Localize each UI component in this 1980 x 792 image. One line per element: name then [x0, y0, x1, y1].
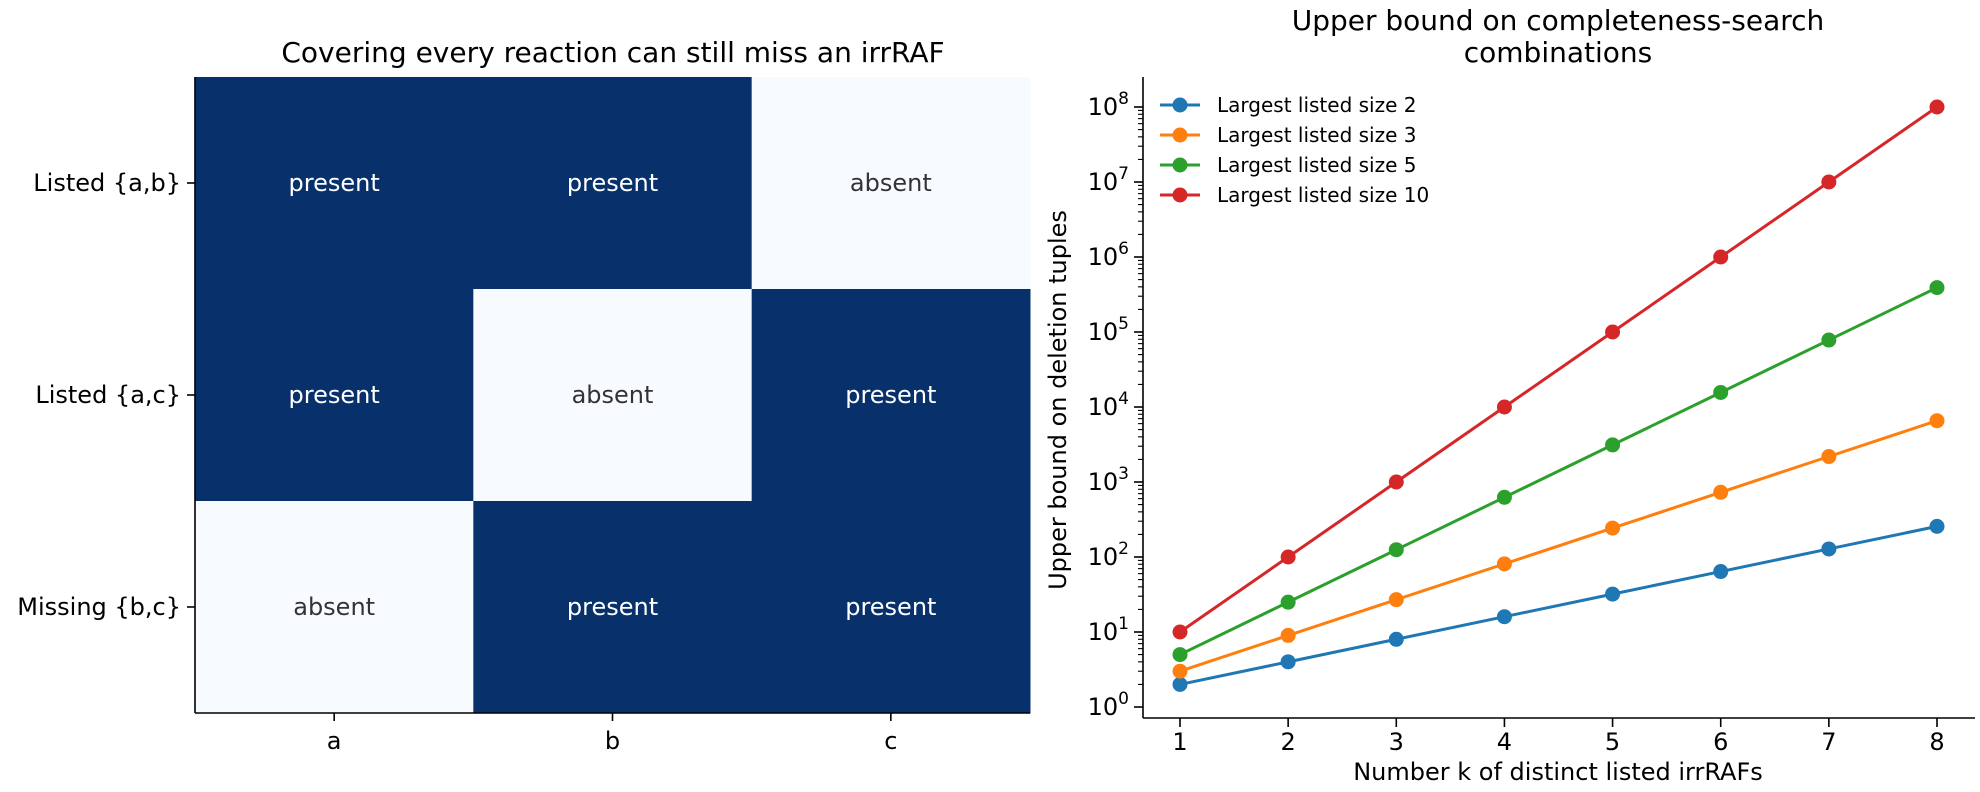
heatmap-column-labels: a b c — [327, 713, 897, 755]
legend-marker — [1172, 187, 1188, 203]
data-point-largest-listed-size-10-k8 — [1929, 99, 1945, 115]
data-point-largest-listed-size-5-k1 — [1172, 647, 1188, 663]
heatmap-cell-label-r2-c2: present — [845, 593, 936, 621]
heatmap-cell-label-r2-c0: absent — [293, 593, 375, 621]
data-point-largest-listed-size-5-k7 — [1821, 332, 1837, 348]
heatmap-cell-r1-c2 — [751, 289, 1031, 502]
x-tick-label-8: 8 — [1929, 728, 1944, 756]
legend-label-largest-listed-size-3: Largest listed size 3 — [1217, 123, 1416, 147]
heatmap-column-label-b: b — [605, 727, 620, 755]
y-tick-label-1e5: 105 — [1088, 314, 1129, 346]
legend-label-largest-listed-size-2: Largest listed size 2 — [1217, 93, 1416, 117]
heatmap-cell-r2-c2 — [751, 501, 1031, 714]
data-point-largest-listed-size-3-k4 — [1496, 556, 1512, 572]
heatmap-title: Covering every reaction can still miss a… — [281, 36, 944, 69]
heatmap-cell-r1-c1 — [473, 289, 753, 502]
heatmap-cell-r0-c0 — [195, 77, 474, 290]
line-chart-y-axis-label: Upper bound on deletion tuples — [1044, 210, 1072, 590]
legend-marker — [1172, 97, 1188, 113]
y-tick-label-1e6: 106 — [1088, 239, 1129, 271]
data-point-largest-listed-size-3-k6 — [1713, 484, 1729, 500]
heatmap-row-label-listed-a-c: Listed {a,c} — [35, 381, 181, 409]
y-tick-label-1e1: 101 — [1088, 614, 1129, 646]
data-point-largest-listed-size-5-k5 — [1605, 437, 1621, 453]
series-line-largest-listed-size-3 — [1179, 419, 1938, 673]
line-chart-legend: Largest listed size 2 Largest listed size… — [1160, 93, 1429, 207]
data-point-largest-listed-size-2-k7 — [1821, 541, 1837, 557]
x-tick-label-2: 2 — [1281, 728, 1296, 756]
data-point-largest-listed-size-2-k1 — [1172, 676, 1188, 692]
data-point-largest-listed-size-2-k6 — [1713, 564, 1729, 580]
line-chart: Upper bound on completeness-search combi… — [1044, 4, 1975, 786]
data-point-largest-listed-size-2-k8 — [1929, 518, 1945, 534]
data-point-largest-listed-size-5-k2 — [1280, 594, 1296, 610]
data-point-largest-listed-size-2-k5 — [1605, 586, 1621, 602]
data-point-largest-listed-size-2-k3 — [1388, 631, 1404, 647]
data-point-largest-listed-size-10-k5 — [1605, 324, 1621, 340]
heatmap-row-label-missing-b-c: Missing {b,c} — [17, 593, 181, 621]
legend-marker — [1172, 127, 1188, 143]
y-tick-label-1e2: 102 — [1088, 539, 1129, 571]
data-point-largest-listed-size-3-k1 — [1172, 663, 1188, 679]
y-tick-label-1e0: 100 — [1088, 689, 1129, 721]
heatmap-row-label-listed-a-b: Listed {a,b} — [33, 169, 181, 197]
y-tick-label-1e8: 108 — [1088, 89, 1129, 121]
line-chart-series — [1172, 99, 1945, 692]
legend-label-largest-listed-size-5: Largest listed size 5 — [1217, 153, 1416, 177]
y-tick-label-1e3: 103 — [1088, 464, 1129, 496]
heatmap-cell-label-r1-c1: absent — [572, 381, 654, 409]
y-tick-label-1e4: 104 — [1088, 389, 1129, 421]
heatmap-cell-r0-c1 — [473, 77, 753, 290]
heatmap-cell-r2-c1 — [473, 501, 753, 714]
data-point-largest-listed-size-3-k3 — [1388, 592, 1404, 608]
x-tick-label-4: 4 — [1497, 728, 1512, 756]
data-point-largest-listed-size-2-k4 — [1496, 609, 1512, 625]
heatmap-cell-label-r1-c2: present — [845, 381, 936, 409]
data-point-largest-listed-size-5-k6 — [1713, 384, 1729, 400]
series-line-largest-listed-size-10 — [1179, 105, 1938, 634]
data-point-largest-listed-size-3-k5 — [1605, 520, 1621, 536]
y-tick-label-1e7: 107 — [1088, 164, 1129, 196]
data-point-largest-listed-size-5-k3 — [1388, 542, 1404, 558]
series-line-largest-listed-size-5 — [1179, 286, 1938, 656]
heatmap-cell-r1-c0 — [195, 289, 474, 502]
line-chart-title-line-1: Upper bound on completeness-search — [1292, 4, 1825, 37]
x-tick-label-6: 6 — [1713, 728, 1728, 756]
data-point-largest-listed-size-5-k4 — [1496, 489, 1512, 505]
heatmap-cell-label-r0-c2: absent — [850, 169, 932, 197]
x-tick-label-1: 1 — [1172, 728, 1187, 756]
heatmap-row-labels: Listed {a,b} Listed {a,c} Missing {b,c} — [17, 169, 195, 621]
data-point-largest-listed-size-5-k8 — [1929, 280, 1945, 296]
data-point-largest-listed-size-2-k2 — [1280, 654, 1296, 670]
legend-marker — [1172, 157, 1188, 173]
data-point-largest-listed-size-10-k7 — [1821, 174, 1837, 190]
data-point-largest-listed-size-10-k1 — [1172, 624, 1188, 640]
data-point-largest-listed-size-3-k2 — [1280, 627, 1296, 643]
data-point-largest-listed-size-3-k7 — [1821, 449, 1837, 465]
line-chart-x-axis-label: Number k of distinct listed irrRAFs — [1353, 758, 1763, 786]
x-tick-label-5: 5 — [1605, 728, 1620, 756]
x-tick-label-7: 7 — [1821, 728, 1836, 756]
line-chart-title-line-2: combinations — [1464, 36, 1652, 69]
heatmap-chart: Covering every reaction can still miss a… — [17, 36, 1031, 755]
heatmap-cell-r0-c2 — [751, 77, 1031, 290]
heatmap-cell-label-r0-c0: present — [289, 169, 380, 197]
series-line-largest-listed-size-2 — [1179, 524, 1938, 686]
heatmap-column-label-a: a — [327, 727, 342, 755]
data-point-largest-listed-size-10-k6 — [1713, 249, 1729, 265]
data-point-largest-listed-size-10-k2 — [1280, 549, 1296, 565]
heatmap-cell-label-r1-c0: present — [289, 381, 380, 409]
heatmap-column-label-c: c — [884, 727, 897, 755]
heatmap-cell-label-r0-c1: present — [567, 169, 658, 197]
x-tick-label-3: 3 — [1389, 728, 1404, 756]
legend-label-largest-listed-size-10: Largest listed size 10 — [1217, 183, 1429, 207]
data-point-largest-listed-size-10-k3 — [1388, 474, 1404, 490]
heatmap-cell-label-r2-c1: present — [567, 593, 658, 621]
heatmap-cell-r2-c0 — [195, 501, 474, 714]
data-point-largest-listed-size-10-k4 — [1496, 399, 1512, 415]
heatmap-cells: present present absent present absent present… — [195, 77, 1031, 714]
data-point-largest-listed-size-3-k8 — [1929, 413, 1945, 429]
